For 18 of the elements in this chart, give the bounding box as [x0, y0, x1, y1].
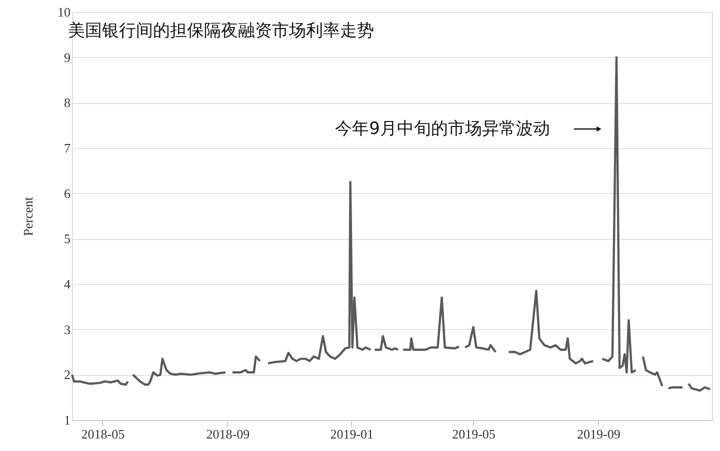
text: 美国银行间的担保隔夜融资市场利率走势	[68, 21, 374, 41]
y-tick-label: 3	[64, 322, 70, 337]
y-tick-label: 7	[64, 140, 71, 156]
y-tick-label: 4	[64, 276, 71, 292]
y-tick-label: 9	[64, 50, 70, 65]
x-tick-label: 2019-01	[330, 426, 374, 442]
x-tick-label: 2019-05	[452, 426, 496, 442]
y-axis-title: Percent	[20, 196, 36, 236]
x-tick-label: 2018-05	[81, 426, 125, 442]
x-tick-label: 2018-09	[206, 426, 250, 442]
y-tick-label: 2	[64, 367, 70, 382]
y-tick-label: 10	[58, 4, 70, 20]
y-tick-label: 8	[64, 95, 70, 110]
y-tick-label: 1	[64, 412, 70, 428]
y-tick-label: 5	[64, 231, 70, 246]
annotation: 今年9月中旬的市场异常波动	[335, 119, 550, 139]
y-tick-label: 6	[64, 186, 71, 201]
x-tick-label: 2019-09	[577, 426, 620, 442]
